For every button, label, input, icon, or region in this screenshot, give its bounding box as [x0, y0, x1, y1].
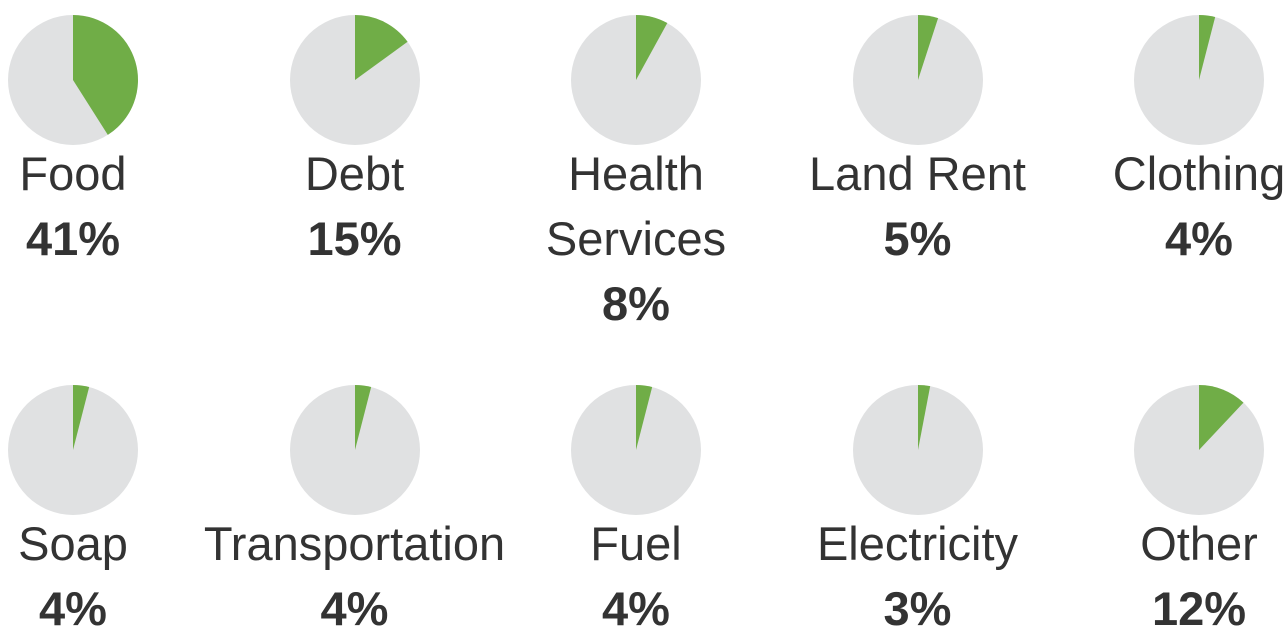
pie-chart: [571, 15, 701, 145]
pie-title: Transportation: [203, 517, 506, 570]
pie-chart: [1134, 385, 1264, 515]
pie-label: Clothing 4%: [1113, 141, 1285, 271]
pie-slice: [636, 385, 653, 450]
pie-value-label: 15%: [307, 212, 402, 265]
pie-chart: [289, 385, 420, 515]
pie-slice: [1199, 15, 1216, 80]
pie-title: Soap: [18, 517, 128, 570]
pie-value-label: 8%: [602, 277, 670, 330]
pie-chart: [8, 385, 138, 515]
pie-value-label: 4%: [1165, 212, 1233, 265]
pie-label: Debt 15%: [305, 141, 404, 271]
pie-chart: [852, 15, 983, 145]
pie-title: Food: [19, 147, 127, 200]
pie-value-label: 5%: [883, 212, 952, 265]
pie-slice: [73, 385, 90, 450]
pie-value-label: 12%: [1151, 582, 1247, 635]
pie-label: Electricity 3%: [817, 511, 1018, 641]
pie-title: Health Services: [545, 147, 727, 265]
pie-title: Electricity: [816, 517, 1019, 570]
pie-slice: [1199, 385, 1244, 450]
pie-title: Other: [1140, 517, 1258, 570]
pie-label: Transportation 4%: [204, 511, 505, 641]
pie-title: Clothing: [1112, 147, 1286, 200]
pie-chart: [571, 385, 701, 515]
pie-title: Debt: [304, 147, 405, 200]
pie-slice: [354, 15, 408, 80]
pie-value-label: 4%: [602, 582, 670, 635]
pie-slice: [917, 15, 938, 80]
pie-value-label: 4%: [39, 582, 107, 635]
pie-label: Health Services 8%: [506, 141, 766, 336]
pie-slice: [636, 15, 668, 80]
pie-label: Other 12%: [1140, 511, 1258, 641]
pie-value-label: 41%: [25, 212, 121, 265]
pie-value-label: 4%: [320, 582, 389, 635]
pie-chart: [8, 15, 138, 145]
pie-chart: [289, 15, 420, 145]
pie-label: Fuel 4%: [590, 511, 681, 641]
pie-title: Fuel: [590, 517, 682, 570]
pie-label: Land Rent 5%: [809, 141, 1026, 271]
pie-value-label: 3%: [883, 582, 952, 635]
pie-chart: [1134, 15, 1264, 145]
pie-slice: [73, 15, 138, 135]
pie-label: Food 41%: [19, 141, 126, 271]
pie-slice: [354, 385, 371, 450]
pie-chart: [852, 385, 983, 515]
pie-title: Land Rent: [809, 147, 1026, 200]
pie-label: Soap 4%: [18, 511, 128, 641]
pie-slice: [917, 385, 930, 450]
